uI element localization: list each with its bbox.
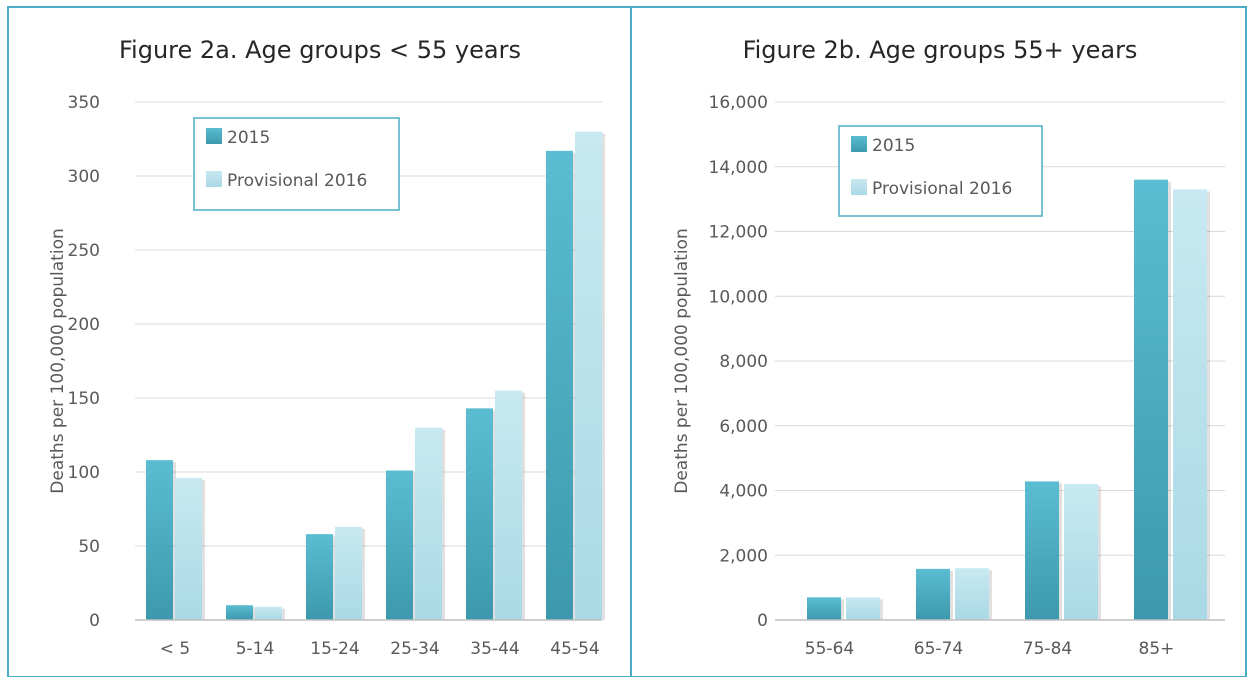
bar-provisional-2016 <box>955 568 989 620</box>
y-axis-label: Deaths per 100,000 population <box>672 228 692 493</box>
x-tick-label: < 5 <box>160 639 190 659</box>
y-tick-label: 8,000 <box>719 352 768 372</box>
chart-age-55-plus: Figure 2b. Age groups 55+ years 0 2,000 4,0… <box>672 36 1225 659</box>
legend-box <box>838 125 1043 217</box>
y-tick-label: 16,000 <box>709 93 768 113</box>
y-tick-label: 2,000 <box>719 546 768 566</box>
x-tick-label: 75-84 <box>1023 639 1072 659</box>
y-tick-label: 6,000 <box>719 417 768 437</box>
bar-2015 <box>226 605 253 620</box>
legend: 2015 Provisional 2016 <box>193 117 400 211</box>
bar-2015 <box>1134 179 1168 620</box>
legend-box <box>193 117 400 211</box>
bar-provisional-2016 <box>175 477 202 620</box>
y-tick-label: 4,000 <box>719 482 768 502</box>
chart-age-under-55: Figure 2a. Age groups < 55 years 0 50 100 15… <box>48 36 605 659</box>
x-tick-label: 45-54 <box>550 639 599 659</box>
y-tick-label: 14,000 <box>709 158 768 178</box>
bar-provisional-2016 <box>1064 484 1098 620</box>
bar-2015 <box>386 470 413 620</box>
bar-2015 <box>916 568 950 620</box>
legend-swatch <box>851 179 867 195</box>
legend-entry: 2015 <box>872 136 915 156</box>
bar-2015 <box>466 408 493 620</box>
x-tick-label: 65-74 <box>914 639 963 659</box>
legend-entry: Provisional 2016 <box>872 179 1012 199</box>
bar-2015 <box>1025 481 1059 620</box>
y-tick-label: 150 <box>68 389 100 409</box>
bar-provisional-2016 <box>495 390 522 620</box>
x-tick-label: 25-34 <box>390 639 439 659</box>
legend: 2015 Provisional 2016 <box>838 125 1043 217</box>
y-tick-label: 50 <box>78 537 100 557</box>
bar-provisional-2016 <box>1173 189 1207 620</box>
bar-provisional-2016 <box>415 427 442 620</box>
x-tick-label: 55-64 <box>805 639 854 659</box>
y-tick-label: 0 <box>89 611 100 631</box>
y-axis-label: Deaths per 100,000 population <box>48 228 68 493</box>
x-tick-label: 85+ <box>1139 639 1175 659</box>
bar-2015 <box>306 534 333 620</box>
chart-title: Figure 2b. Age groups 55+ years <box>743 36 1138 64</box>
x-tick-label: 5-14 <box>236 639 275 659</box>
legend-entry: 2015 <box>227 128 270 148</box>
y-tick-label: 12,000 <box>709 223 768 243</box>
legend-swatch <box>206 171 222 187</box>
y-tick-label: 250 <box>68 241 100 261</box>
legend-swatch <box>851 136 867 152</box>
x-tick-label: 15-24 <box>310 639 359 659</box>
x-tick-label: 35-44 <box>470 639 519 659</box>
bar-2015 <box>146 460 173 620</box>
bar-provisional-2016 <box>846 597 880 620</box>
bar-provisional-2016 <box>255 606 282 620</box>
legend-swatch <box>206 128 222 144</box>
chart-title: Figure 2a. Age groups < 55 years <box>119 36 521 64</box>
y-tick-label: 100 <box>68 463 100 483</box>
y-tick-label: 300 <box>68 167 100 187</box>
bar-2015 <box>546 150 573 620</box>
y-tick-label: 350 <box>68 93 100 113</box>
y-tick-label: 200 <box>68 315 100 335</box>
legend-entry: Provisional 2016 <box>227 171 367 191</box>
bar-2015 <box>807 597 841 620</box>
y-tick-label: 10,000 <box>709 287 768 307</box>
bar-provisional-2016 <box>575 131 602 620</box>
bar-provisional-2016 <box>335 526 362 620</box>
y-tick-label: 0 <box>757 611 768 631</box>
